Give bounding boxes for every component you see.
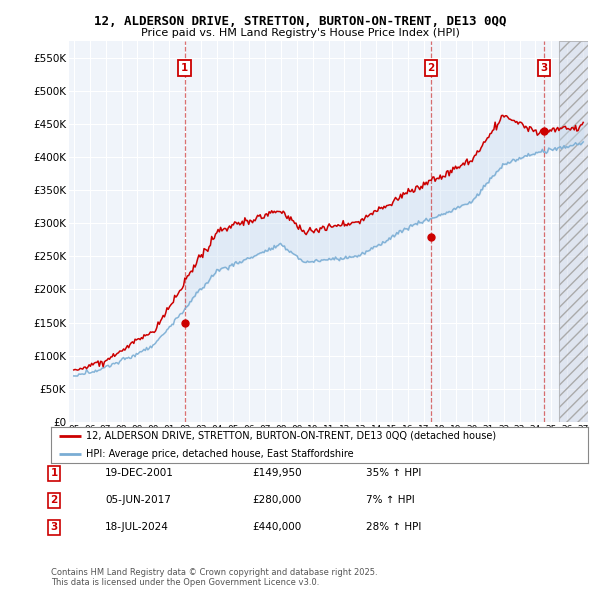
Text: HPI: Average price, detached house, East Staffordshire: HPI: Average price, detached house, East… (86, 449, 353, 459)
Text: 7% ↑ HPI: 7% ↑ HPI (366, 496, 415, 505)
Bar (559, 41, 596, 422)
Text: Contains HM Land Registry data © Crown copyright and database right 2025.
This d: Contains HM Land Registry data © Crown c… (51, 568, 377, 587)
Text: 12, ALDERSON DRIVE, STRETTON, BURTON-ON-TRENT, DE13 0QQ: 12, ALDERSON DRIVE, STRETTON, BURTON-ON-… (94, 15, 506, 28)
Text: 28% ↑ HPI: 28% ↑ HPI (366, 523, 421, 532)
Text: 12, ALDERSON DRIVE, STRETTON, BURTON-ON-TRENT, DE13 0QQ (detached house): 12, ALDERSON DRIVE, STRETTON, BURTON-ON-… (86, 431, 496, 441)
Bar (559, 41, 596, 422)
Text: 3: 3 (541, 63, 548, 73)
Text: 1: 1 (50, 468, 58, 478)
Text: 2: 2 (427, 63, 434, 73)
Text: 19-DEC-2001: 19-DEC-2001 (105, 468, 174, 478)
Text: 05-JUN-2017: 05-JUN-2017 (105, 496, 171, 505)
Text: 35% ↑ HPI: 35% ↑ HPI (366, 468, 421, 478)
Text: 3: 3 (50, 523, 58, 532)
Text: 1: 1 (181, 63, 188, 73)
Text: 18-JUL-2024: 18-JUL-2024 (105, 523, 169, 532)
Text: £149,950: £149,950 (252, 468, 302, 478)
Text: £440,000: £440,000 (252, 523, 301, 532)
Text: Price paid vs. HM Land Registry's House Price Index (HPI): Price paid vs. HM Land Registry's House … (140, 28, 460, 38)
Text: £280,000: £280,000 (252, 496, 301, 505)
Text: 2: 2 (50, 496, 58, 505)
